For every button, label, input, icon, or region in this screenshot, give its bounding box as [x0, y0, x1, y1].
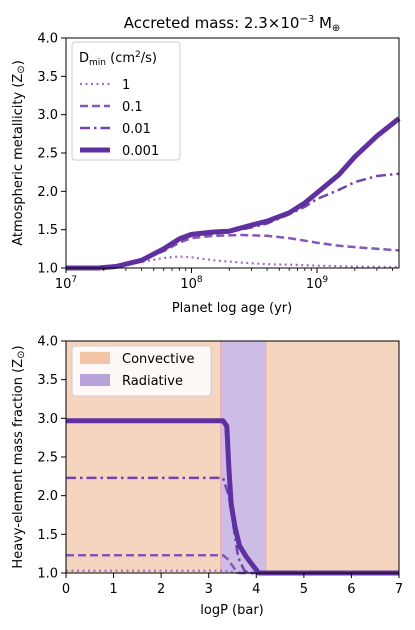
top-y-tick-label-0: 1.0 [37, 262, 58, 277]
bottom-y-tick-label-1: 1.5 [37, 528, 58, 543]
bottom-y-tick-label-4: 3.0 [37, 412, 58, 427]
top-x-axis-label: Planet log age (yr) [172, 301, 292, 316]
bottom-legend-swatch-0 [80, 352, 110, 364]
top-legend-label-3: 0.001 [122, 144, 159, 159]
top-x-tick-label-2: 109 [306, 275, 329, 292]
bottom-legend: Convective Radiative [71, 345, 212, 397]
bottom-chart: 0 1 2 3 4 5 6 7 1.0 1.5 2.0 2.5 3.0 3.5 4.0 logP (bar… [11, 335, 403, 619]
top-legend-label-0: 1 [122, 78, 130, 93]
bottom-legend-entries: Convective Radiative [80, 352, 195, 389]
bottom-series-line-3 [66, 418, 399, 576]
bottom-x-tick-label-6: 6 [347, 582, 355, 597]
bottom-y-axis: 1.0 1.5 2.0 2.5 3.0 3.5 4.0 [37, 335, 66, 582]
bottom-x-tick-label-0: 0 [62, 582, 70, 597]
top-y-axis-label: Atmospheric metallicity (Z⊙) [11, 60, 27, 246]
top-series-group [66, 116, 401, 271]
bottom-y-tick-label-3: 2.5 [37, 451, 58, 466]
bottom-x-axis: 0 1 2 3 4 5 6 7 [62, 573, 403, 597]
bottom-region-2 [265, 341, 399, 573]
bottom-legend-swatch-1 [80, 374, 110, 386]
top-y-tick-label-5: 3.5 [37, 70, 58, 85]
top-series-line-3 [66, 116, 401, 271]
bottom-x-tick-label-5: 5 [300, 582, 308, 597]
bottom-legend-label-0: Convective [122, 352, 195, 367]
bottom-x-tick-label-3: 3 [205, 582, 213, 597]
top-x-tick-label-0: 107 [55, 275, 77, 292]
top-y-tick-label-2: 2.0 [37, 185, 58, 200]
top-chart-title: Accreted mass: 2.3×10−3 M⊕ [124, 14, 341, 34]
top-series-line-2 [66, 172, 400, 270]
top-legend-entries: 1 0.1 0.01 0.001 [80, 78, 159, 159]
top-y-tick-label-4: 3.0 [37, 108, 58, 123]
top-series-line-0 [66, 255, 400, 270]
bottom-series-line-0 [66, 569, 399, 575]
top-x-axis: 107 108 109 [55, 268, 393, 292]
bottom-x-tick-label-1: 1 [109, 582, 117, 597]
top-legend-box [71, 41, 181, 161]
bottom-x-tick-label-7: 7 [395, 582, 403, 597]
bottom-y-tick-label-2: 2.0 [37, 489, 58, 504]
top-y-tick-label-6: 4.0 [37, 32, 58, 47]
top-legend-label-1: 0.1 [122, 100, 143, 115]
top-legend-title: Dmin (cm2/s) [79, 50, 157, 68]
bottom-y-tick-label-6: 4.0 [37, 335, 58, 350]
top-chart: Accreted mass: 2.3×10−3 M⊕ 107 108 109 1.0… [11, 14, 401, 316]
top-y-axis: 1.0 1.5 2.0 2.5 3.0 3.5 4.0 [37, 32, 66, 277]
top-y-tick-label-1: 1.5 [37, 223, 58, 238]
bottom-x-axis-label: logP (bar) [200, 603, 264, 618]
top-series-line-1 [66, 233, 400, 270]
top-x-tick-label-1: 108 [180, 275, 203, 292]
bottom-y-tick-label-5: 3.5 [37, 373, 58, 388]
bottom-y-tick-label-0: 1.0 [37, 567, 58, 582]
bottom-x-tick-label-4: 4 [252, 582, 260, 597]
bottom-legend-label-1: Radiative [122, 374, 183, 389]
bottom-y-axis-label: Heavy-element mass fraction (Z⊙) [11, 345, 27, 568]
top-legend-label-2: 0.01 [122, 122, 151, 137]
top-y-tick-label-3: 2.5 [37, 147, 58, 162]
bottom-x-tick-label-2: 2 [157, 582, 165, 597]
top-legend: Dmin (cm2/s) 1 0.1 0.01 0.001 [71, 41, 181, 161]
